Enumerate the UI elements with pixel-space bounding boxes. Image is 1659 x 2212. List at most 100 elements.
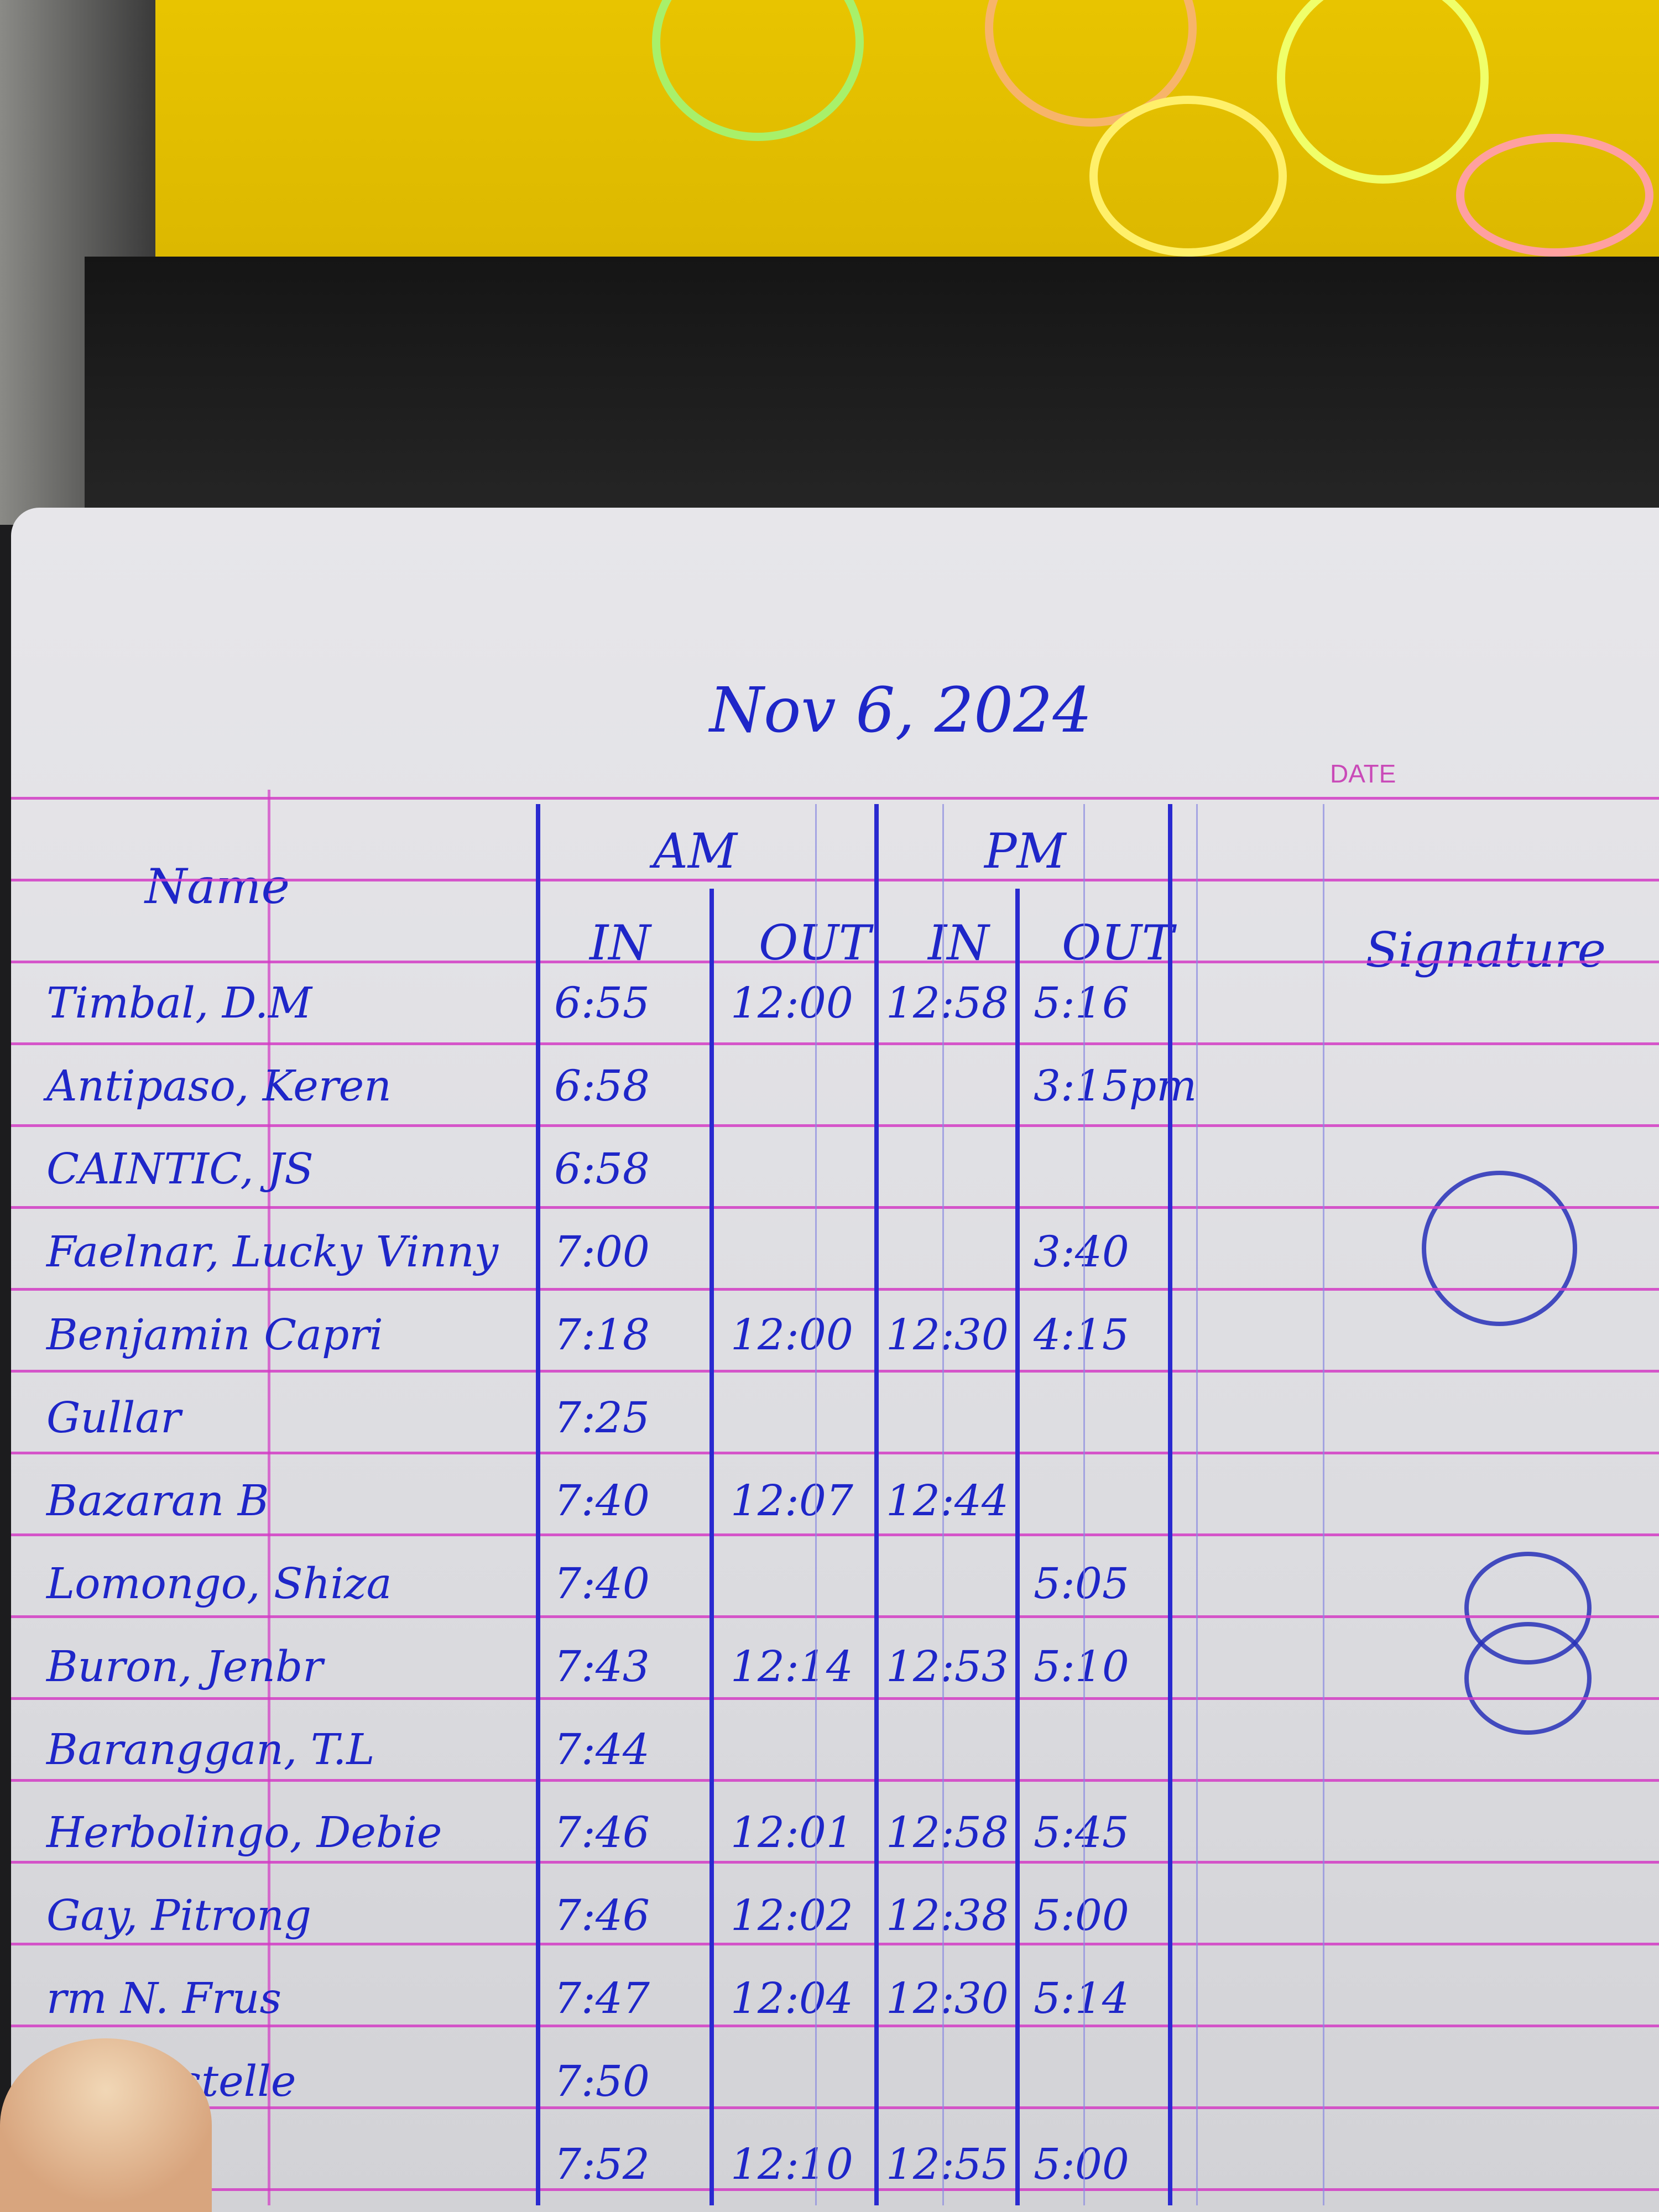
header-name: Name	[145, 858, 290, 915]
header-am: AM	[653, 823, 737, 879]
time-am-out: 12:10	[731, 2140, 853, 2189]
time-am-in: 7:43	[554, 1642, 650, 1692]
employee-name: Bazaran B	[46, 1477, 269, 1526]
time-am-out: 12:07	[731, 1477, 853, 1526]
signature-scribble	[1464, 1622, 1592, 1735]
time-am-in: 7:47	[554, 1974, 650, 2023]
time-am-in: 7:46	[554, 1808, 650, 1858]
ruling-line	[11, 1042, 1659, 1045]
ruling-line	[11, 879, 1659, 881]
ruling-line	[11, 2188, 1659, 2191]
ruling-line	[11, 797, 1659, 800]
faint-column-line	[1196, 804, 1198, 2205]
printed-date-label: DATE	[1330, 759, 1396, 788]
time-am-out: 12:01	[731, 1808, 853, 1858]
time-am-in: 7:18	[554, 1311, 650, 1360]
time-am-in: 6:58	[554, 1145, 650, 1194]
time-am-in: 7:00	[554, 1228, 650, 1277]
ruling-line	[11, 1370, 1659, 1373]
time-pm-out: 5:14	[1034, 1974, 1129, 2023]
time-pm-in: 12:44	[886, 1477, 1009, 1526]
time-am-in: 7:44	[554, 1725, 650, 1775]
ruling-line	[11, 1452, 1659, 1454]
wallpaper-ring	[1456, 134, 1653, 257]
ruling-line	[11, 1697, 1659, 1700]
time-pm-out: 5:16	[1034, 979, 1129, 1028]
faint-column-line	[942, 804, 944, 2205]
column-line	[709, 889, 714, 2205]
ruling-line	[11, 2025, 1659, 2027]
ruling-line	[11, 1615, 1659, 1618]
column-line	[1168, 804, 1172, 2205]
time-pm-in: 12:38	[886, 1891, 1009, 1940]
employee-name: Baranggan, T.L	[46, 1725, 375, 1775]
time-am-in: 7:40	[554, 1477, 650, 1526]
time-am-in: 7:40	[554, 1559, 650, 1609]
column-line	[874, 804, 879, 2205]
time-pm-in: 12:58	[886, 979, 1009, 1028]
time-pm-in: 12:55	[886, 2140, 1009, 2189]
employee-name: Gullar	[46, 1394, 181, 1443]
header-pm-out: OUT	[1062, 915, 1174, 971]
finger	[0, 2038, 212, 2212]
header-am-out: OUT	[759, 915, 871, 971]
ruling-line	[11, 1779, 1659, 1782]
ruling-line	[11, 1943, 1659, 1945]
laptop-screen	[155, 0, 1659, 257]
time-am-in: 7:52	[554, 2140, 650, 2189]
signature-scribble	[1422, 1171, 1577, 1326]
wallpaper-ring	[1089, 96, 1287, 257]
time-pm-out: 3:40	[1034, 1228, 1129, 1277]
employee-name: Timbal, D.M	[46, 979, 312, 1028]
ruling-line	[11, 1124, 1659, 1127]
ruling-line	[11, 1288, 1659, 1291]
time-pm-out: 5:00	[1034, 2140, 1129, 2189]
time-am-in: 6:55	[554, 979, 650, 1028]
employee-name: CAINTIC, JS	[46, 1145, 314, 1194]
employee-name: rm N. Frus	[46, 1974, 282, 2023]
time-pm-out: 5:05	[1034, 1559, 1129, 1609]
faint-column-line	[815, 804, 817, 2205]
time-pm-out: 5:00	[1034, 1891, 1129, 1940]
ruling-line	[11, 1533, 1659, 1536]
column-line	[1015, 889, 1020, 2205]
employee-name: Antipaso, Keren	[46, 1062, 392, 1111]
wallpaper-ring	[652, 0, 864, 141]
header-signature: Signature	[1365, 922, 1606, 978]
header-pm: PM	[984, 823, 1066, 879]
faint-column-line	[1083, 804, 1085, 2205]
time-pm-out: 5:45	[1034, 1808, 1129, 1858]
ruling-line	[11, 2106, 1659, 2109]
time-am-in: 6:58	[554, 1062, 650, 1111]
time-am-in: 7:46	[554, 1891, 650, 1940]
header-am-in: IN	[589, 915, 651, 971]
time-am-out: 12:00	[731, 979, 853, 1028]
header-pm-in: IN	[928, 915, 989, 971]
margin-line	[268, 790, 270, 2205]
date-heading: Nov 6, 2024	[709, 675, 1092, 747]
laptop-bezel	[85, 257, 1659, 525]
time-pm-in: 12:53	[886, 1642, 1009, 1692]
employee-name: Gay, Pitrong	[46, 1891, 312, 1940]
ruling-line	[11, 961, 1659, 963]
ruling-line	[11, 1861, 1659, 1864]
time-pm-in: 12:30	[886, 1311, 1009, 1360]
ruling-line	[11, 1206, 1659, 1209]
employee-name: Faelnar, Lucky Vinny	[46, 1228, 499, 1277]
wallpaper-ring	[1277, 0, 1489, 184]
time-pm-out: 5:10	[1034, 1642, 1129, 1692]
employee-name: Benjamin Capri	[46, 1311, 383, 1360]
employee-name: Buron, Jenbr	[46, 1642, 324, 1692]
time-am-out: 12:04	[731, 1974, 853, 2023]
time-pm-in: 12:30	[886, 1974, 1009, 2023]
logbook-page: DATE Nov 6, 2024 Name AM PM IN OUT IN OU…	[11, 508, 1659, 2212]
column-line	[536, 804, 540, 2205]
employee-name: Herbolingo, Debie	[46, 1808, 442, 1858]
time-am-out: 12:00	[731, 1311, 853, 1360]
time-pm-out: 4:15	[1034, 1311, 1129, 1360]
faint-column-line	[1323, 804, 1324, 2205]
time-am-out: 12:02	[731, 1891, 853, 1940]
time-am-in: 7:50	[554, 2057, 650, 2106]
time-pm-in: 12:58	[886, 1808, 1009, 1858]
